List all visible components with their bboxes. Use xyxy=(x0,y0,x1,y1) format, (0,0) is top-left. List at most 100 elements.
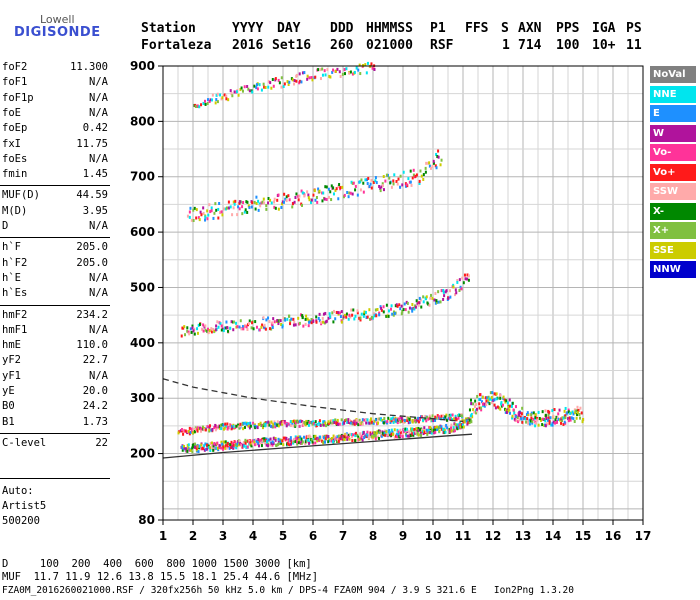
trace-point xyxy=(220,427,223,431)
trace-point xyxy=(209,210,212,214)
legend-item-sse: SSE xyxy=(650,241,696,259)
x-tick-label: 1 xyxy=(159,529,167,543)
trace-point xyxy=(180,428,183,432)
trace-point xyxy=(226,444,229,448)
trace-point xyxy=(204,324,207,328)
trace-point xyxy=(400,312,403,316)
trace-point xyxy=(251,321,254,325)
trace-point xyxy=(427,417,430,421)
trace-point xyxy=(530,413,533,417)
trace-point xyxy=(278,442,281,446)
trace-point xyxy=(447,296,450,300)
trace-point xyxy=(234,199,237,203)
param-value: 0.42 xyxy=(82,122,108,135)
trace-point xyxy=(528,422,531,426)
param-name: foF1p xyxy=(2,91,34,104)
trace-point xyxy=(268,423,271,427)
trace-point xyxy=(401,433,404,437)
param-row: yF1 N/A xyxy=(2,369,108,383)
param-row: yE 20.0 xyxy=(2,384,108,398)
trace-point xyxy=(392,310,395,314)
trace-point xyxy=(503,398,506,402)
trace-point xyxy=(541,417,544,421)
trace-point xyxy=(241,443,244,447)
trace-point xyxy=(510,404,513,408)
trace-point xyxy=(194,442,197,446)
trace-point xyxy=(397,177,400,181)
trace-point xyxy=(393,435,396,439)
trace-point xyxy=(285,436,288,440)
trace-point xyxy=(453,422,456,426)
trace-point xyxy=(392,313,395,317)
trace-point xyxy=(195,446,198,450)
trace-point xyxy=(440,158,443,162)
trace-point xyxy=(241,89,244,93)
trace-point xyxy=(367,434,370,438)
trace-point xyxy=(422,173,425,177)
trace-point xyxy=(288,443,291,447)
trace-point xyxy=(340,418,343,422)
trace-point xyxy=(186,326,189,330)
trace-point xyxy=(366,430,369,434)
trace-point xyxy=(325,319,328,323)
trace-point xyxy=(354,419,357,423)
trace-point xyxy=(268,320,271,324)
trace-point xyxy=(570,416,573,420)
trace-point xyxy=(226,442,229,446)
trace-point xyxy=(368,421,371,425)
trace-point xyxy=(196,327,199,331)
trace-point xyxy=(281,422,284,426)
trace-point xyxy=(354,184,357,188)
trace-point xyxy=(245,445,248,449)
trace-point xyxy=(562,422,565,426)
trace-point xyxy=(282,443,285,447)
trace-point xyxy=(446,418,449,422)
trace-point xyxy=(208,100,211,104)
trace-point xyxy=(300,437,303,441)
trace-point xyxy=(403,302,406,306)
trace-point xyxy=(415,427,418,431)
trace-point xyxy=(321,67,324,71)
trace-point xyxy=(440,427,443,431)
trace-point xyxy=(458,288,461,292)
trace-point xyxy=(321,316,324,320)
trace-point xyxy=(303,71,306,75)
trace-point xyxy=(334,69,337,73)
trace-point xyxy=(217,216,220,220)
trace-point xyxy=(452,426,455,430)
trace-point xyxy=(204,328,207,332)
trace-point xyxy=(345,433,348,437)
trace-point xyxy=(327,187,330,191)
trace-point xyxy=(301,440,304,444)
trace-point xyxy=(220,440,223,444)
trace-point xyxy=(179,429,182,433)
param-row: h`E N/A xyxy=(2,271,108,285)
trace-point xyxy=(435,152,438,156)
trace-point xyxy=(240,327,243,331)
trace-point xyxy=(372,180,375,184)
trace-point xyxy=(435,299,438,303)
trace-point xyxy=(258,202,261,206)
trace-point xyxy=(501,403,504,407)
trace-point xyxy=(416,302,419,306)
trace-point xyxy=(414,174,417,178)
trace-point xyxy=(357,435,360,439)
trace-point xyxy=(435,425,438,429)
trace-point xyxy=(280,205,283,209)
trace-point xyxy=(369,419,372,423)
param-row: yF2 22.7 xyxy=(2,353,108,367)
trace-point xyxy=(487,398,490,402)
param-row: h`F2 205.0 xyxy=(2,256,108,270)
trace-point xyxy=(526,411,529,415)
trace-point xyxy=(264,441,267,445)
trace-point xyxy=(381,431,384,435)
trace-point xyxy=(440,425,443,429)
trace-point xyxy=(238,207,241,211)
trace-point xyxy=(459,425,462,429)
trace-point xyxy=(207,213,210,217)
trace-point xyxy=(302,423,305,427)
trace-point xyxy=(444,415,447,419)
trace-point xyxy=(511,414,514,418)
trace-point xyxy=(359,188,362,192)
trace-point xyxy=(314,423,317,427)
